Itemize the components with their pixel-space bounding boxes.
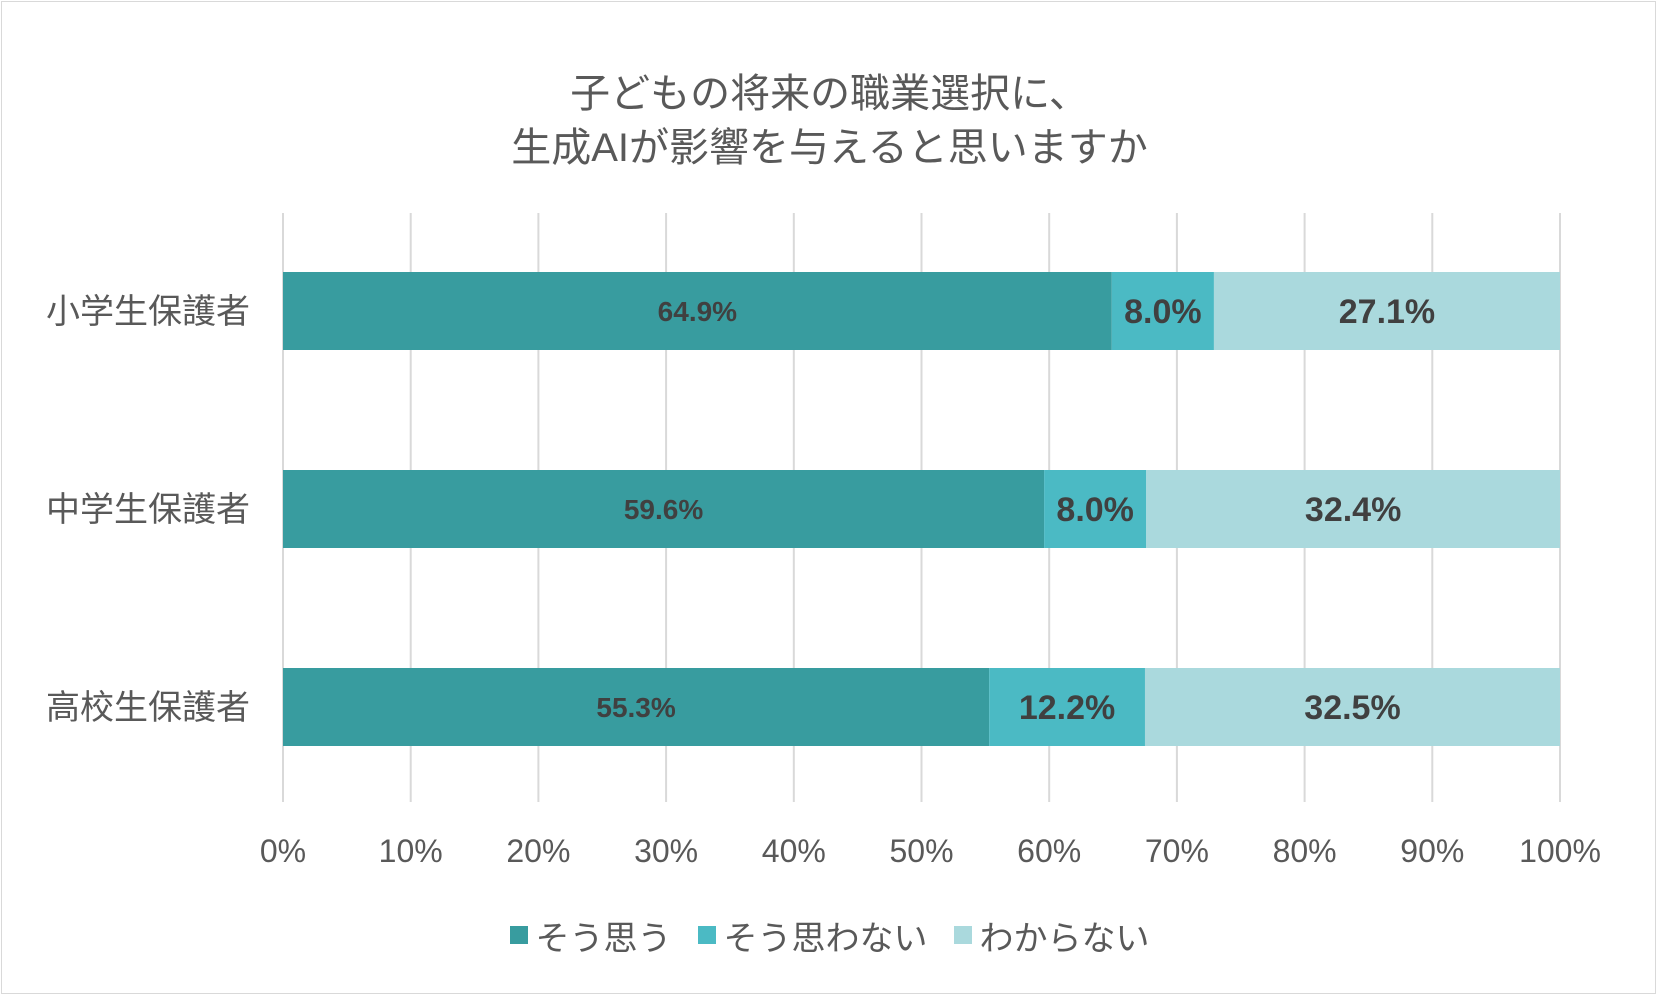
data-label: 8.0%	[1056, 491, 1134, 529]
data-label: 55.3%	[596, 692, 675, 723]
data-labels: 64.9% 8.0% 27.1% 59.6% 8.0% 32.4% 55.3% 12.2% 32…	[596, 293, 1435, 727]
bar-segment	[989, 668, 1145, 746]
data-label: 12.2%	[1019, 689, 1115, 727]
bars	[283, 272, 1560, 746]
legend-swatch-unknown	[953, 926, 972, 944]
category-label: 高校生保護者	[46, 688, 250, 728]
x-tick-label: 90%	[1400, 833, 1464, 869]
data-label: 59.6%	[624, 494, 703, 525]
bar-segment	[283, 668, 990, 746]
legend-swatch-agree	[509, 926, 528, 944]
x-tick-label: 30%	[634, 833, 698, 869]
legend: そう思う そう思わない わからない	[0, 910, 1659, 960]
x-tick-label: 10%	[379, 833, 443, 869]
data-label: 8.0%	[1124, 293, 1202, 331]
legend-label-unknown: わからない	[979, 919, 1150, 958]
category-label: 小学生保護者	[46, 292, 250, 332]
bar-segment	[1044, 470, 1147, 548]
x-tick-label: 100%	[1519, 833, 1601, 869]
axis-labels: 0% 10% 20% 30% 40% 50% 60% 70% 80% 90% 100% 小学生保護者中…	[46, 292, 1601, 869]
data-label: 32.4%	[1305, 491, 1401, 529]
x-tick-label: 70%	[1145, 833, 1209, 869]
chart-title-line-1: 子どもの将来の職業選択に、	[570, 72, 1089, 116]
bar-segment	[1146, 470, 1560, 548]
x-tick-label: 60%	[1017, 833, 1081, 869]
x-tick-label: 40%	[762, 833, 826, 869]
bar-segment	[1213, 272, 1560, 350]
data-label: 32.5%	[1304, 689, 1400, 727]
bar-segment	[283, 272, 1112, 350]
legend-item-unknown: わからない	[953, 911, 1150, 960]
bar-segment	[1111, 272, 1214, 350]
legend-item-disagree: そう思わない	[697, 911, 928, 960]
legend-label-agree: そう思う	[535, 919, 672, 958]
bar-segment	[283, 470, 1045, 548]
data-label: 27.1%	[1339, 293, 1435, 331]
x-tick-label: 50%	[889, 833, 953, 869]
x-tick-label: 80%	[1273, 833, 1337, 869]
legend-swatch-disagree	[697, 926, 716, 944]
legend-label-disagree: そう思わない	[723, 919, 928, 958]
x-tick-label: 20%	[506, 833, 570, 869]
chart-title-line-2: 生成AIが影響を与えると思いますか	[511, 126, 1148, 170]
category-label: 中学生保護者	[46, 490, 250, 530]
x-tick-label: 0%	[260, 833, 306, 869]
data-label: 64.9%	[658, 296, 737, 327]
bar-segment	[1144, 668, 1560, 746]
legend-item-agree: そう思う	[509, 911, 672, 960]
